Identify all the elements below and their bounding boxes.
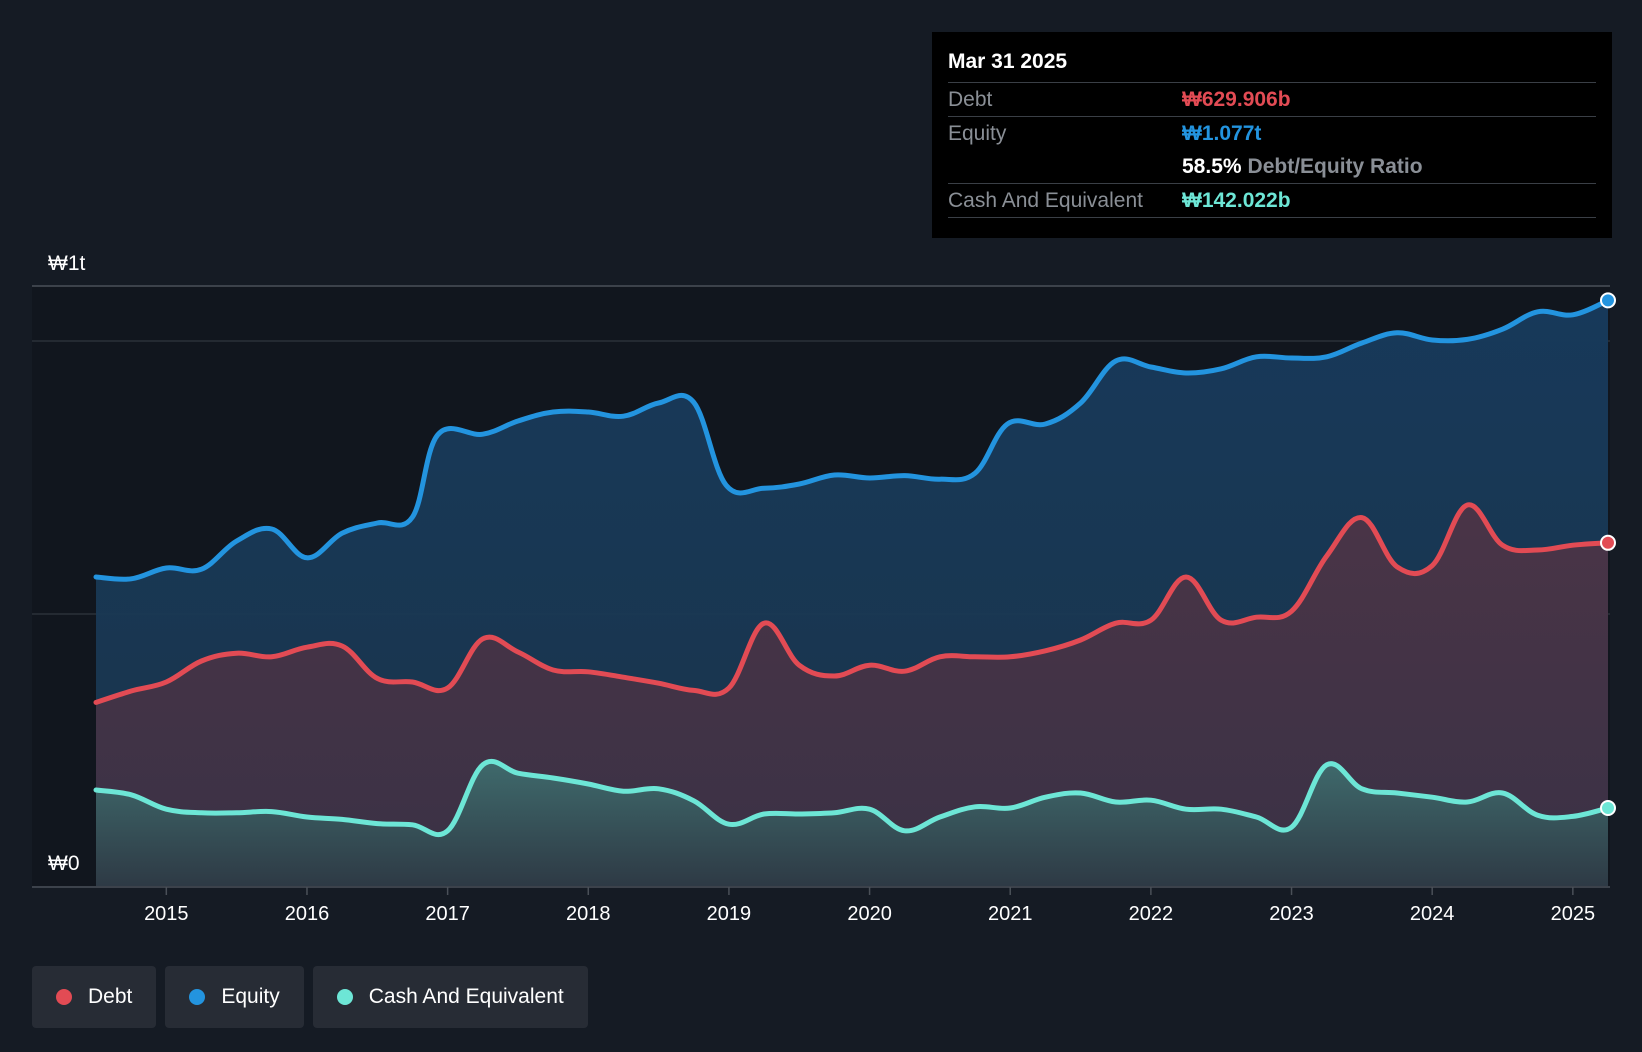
cash-line: [93, 758, 1611, 838]
legend-label-debt: Debt: [88, 985, 133, 1008]
tooltip-cash-value: ₩142.022b: [1182, 189, 1291, 212]
tooltip-debt-label: Debt: [948, 88, 993, 111]
tooltip-debt-value: ₩629.906b: [1182, 88, 1291, 111]
equity-end-marker[interactable]: [1600, 292, 1616, 309]
tooltip-cash-row: Cash And Equivalent ₩142.022b: [948, 183, 1596, 218]
x-tick-label: 2025: [1551, 903, 1596, 925]
debt-end-marker[interactable]: [1600, 534, 1616, 551]
debt-line: [93, 502, 1611, 705]
legend-item-equity[interactable]: Equity: [165, 966, 304, 1028]
tooltip-ratio-value: 58.5%: [1182, 155, 1242, 178]
tooltip-date: Mar 31 2025: [948, 50, 1068, 73]
y-axis-bottom-label: ₩0: [48, 852, 80, 875]
data-tooltip: Mar 31 2025 Debt ₩629.906b Equity ₩1.077…: [932, 32, 1612, 238]
cash-dot-icon: [336, 989, 353, 1005]
cash-end-marker[interactable]: [1600, 800, 1616, 816]
x-tick-label: 2020: [847, 903, 892, 925]
x-tick-label: 2022: [1129, 903, 1174, 925]
x-tick-label: 2018: [566, 903, 611, 925]
legend-item-cash[interactable]: Cash And Equivalent: [312, 966, 588, 1028]
tooltip-equity-row: Equity ₩1.077t: [948, 116, 1596, 150]
legend-label-cash: Cash And Equivalent: [368, 985, 564, 1008]
equity-dot-icon: [189, 989, 206, 1005]
tooltip-equity-label: Equity: [948, 122, 1007, 145]
legend-label-equity: Equity: [221, 985, 280, 1008]
x-tick-label: 2016: [285, 903, 330, 925]
tooltip-ratio-row: 58.5% Debt/Equity Ratio: [948, 150, 1596, 183]
y-axis-top-label: ₩1t: [48, 252, 86, 275]
tooltip-equity-value: ₩1.077t: [1182, 122, 1262, 145]
tooltip-ratio-label: Debt/Equity Ratio: [1247, 155, 1423, 178]
legend-item-debt[interactable]: Debt: [32, 966, 157, 1028]
equity-line: [93, 297, 1611, 582]
tooltip-debt-row: Debt ₩629.906b: [948, 82, 1596, 116]
x-tick-label: 2024: [1410, 903, 1455, 925]
chart-legend: Debt Equity Cash And Equivalent: [32, 966, 588, 1028]
x-tick-label: 2023: [1269, 903, 1314, 925]
x-tick-label: 2017: [425, 903, 470, 925]
tooltip-cash-label: Cash And Equivalent: [948, 189, 1143, 212]
cash-area: [96, 761, 1608, 886]
x-tick-label: 2015: [144, 903, 189, 925]
debt-dot-icon: [56, 989, 72, 1005]
x-tick-label: 2021: [988, 903, 1033, 925]
x-tick-label: 2019: [707, 903, 752, 925]
